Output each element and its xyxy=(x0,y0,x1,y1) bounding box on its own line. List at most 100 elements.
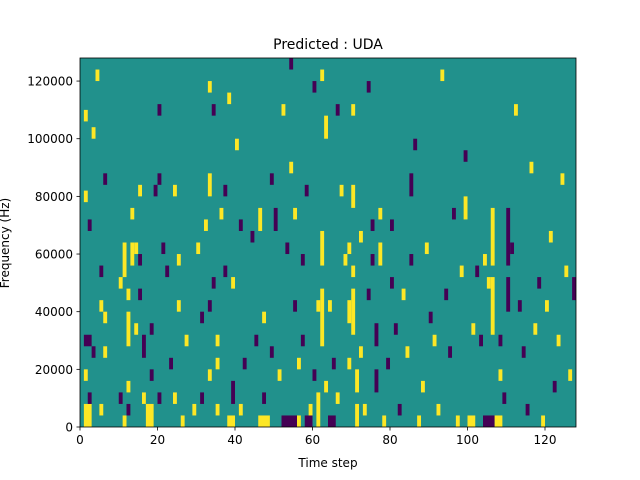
heatmap-cell xyxy=(436,403,441,416)
heatmap-cell xyxy=(103,311,108,324)
heatmap-cell xyxy=(444,288,449,301)
heatmap-cell xyxy=(564,265,569,278)
heatmap-cell xyxy=(126,311,131,347)
heatmap-cell xyxy=(300,334,305,347)
heatmap-cell xyxy=(490,277,495,335)
heatmap-cell xyxy=(269,346,274,358)
heatmap-cell xyxy=(308,403,313,416)
heatmap-cell xyxy=(281,415,297,427)
heatmap-cell xyxy=(262,392,267,404)
x-tick-label: 40 xyxy=(227,433,242,447)
heatmap-cell xyxy=(207,81,212,93)
x-tick-label: 80 xyxy=(382,433,397,447)
heatmap-cell xyxy=(537,277,542,289)
heatmap-cell xyxy=(409,173,414,197)
heatmap-cell xyxy=(242,357,247,370)
y-tick-label: 80000 xyxy=(35,190,73,204)
y-tick-label: 120000 xyxy=(27,75,73,89)
heatmap-cell xyxy=(227,92,232,105)
heatmap-cell xyxy=(335,392,340,404)
heatmap-cell xyxy=(409,254,414,266)
heatmap-cell xyxy=(304,415,313,427)
heatmap-cell xyxy=(405,346,410,358)
heatmap-cell xyxy=(215,334,220,347)
heatmap-cell xyxy=(560,173,565,185)
heatmap-cell xyxy=(401,288,406,301)
heatmap-cell xyxy=(180,415,185,427)
heatmap-cell xyxy=(196,242,201,255)
heatmap-cell xyxy=(359,346,363,358)
heatmap-cell xyxy=(459,265,464,278)
heatmap-cell xyxy=(223,265,228,278)
heatmap-cell xyxy=(103,173,108,185)
heatmap-cell xyxy=(545,300,549,312)
x-tick-label: 120 xyxy=(534,433,557,447)
heatmap-cell xyxy=(572,277,577,301)
heatmap-cell xyxy=(347,242,352,255)
heatmap-cell xyxy=(157,392,162,404)
heatmap-cell xyxy=(370,254,375,266)
heatmap-cell xyxy=(351,288,356,335)
heatmap-cell xyxy=(413,138,418,151)
heatmap-cell xyxy=(138,254,143,266)
heatmap-cell xyxy=(231,380,236,404)
heatmap-cell xyxy=(335,104,340,116)
heatmap-cell xyxy=(521,346,526,358)
heatmap-cell xyxy=(331,357,336,370)
heatmap-cell xyxy=(502,392,507,404)
y-axis: 0 20000 40000 60000 80000 100000 120000 xyxy=(27,75,80,435)
heatmap-cell xyxy=(328,300,332,312)
heatmap-cell xyxy=(99,403,104,416)
heatmap-cell xyxy=(149,369,154,381)
heatmap-cell xyxy=(475,265,480,278)
heatmap-cell xyxy=(157,104,162,116)
heatmap-cell xyxy=(374,369,379,393)
heatmap-cell xyxy=(83,369,88,381)
heatmap-cell xyxy=(258,207,263,231)
heatmap-cell xyxy=(440,69,445,82)
heatmap-cell xyxy=(83,109,88,122)
heatmap-cell xyxy=(366,288,371,301)
heatmap-cell xyxy=(421,380,425,393)
heatmap-cell xyxy=(351,104,356,116)
heatmap-cell xyxy=(250,230,255,243)
heatmap-cell xyxy=(83,190,88,203)
heatmap-cell xyxy=(312,369,317,381)
heatmap-cell xyxy=(273,207,278,231)
heatmap-cell xyxy=(184,334,189,347)
heatmap-cell xyxy=(506,277,511,312)
heatmap-cell xyxy=(362,403,367,416)
heatmap-cell xyxy=(393,323,398,335)
heatmap-cell xyxy=(269,173,274,185)
heatmap-cell xyxy=(289,161,294,174)
heatmap-cell xyxy=(215,357,220,370)
heatmap-cell xyxy=(91,346,96,358)
heatmap-cell xyxy=(126,380,131,393)
heatmap-cell xyxy=(510,242,515,255)
heatmap-cell xyxy=(506,207,511,266)
heatmap-cell xyxy=(204,219,208,231)
heatmap-cell xyxy=(366,81,371,93)
heatmap-cell xyxy=(297,415,301,427)
heatmap-cell xyxy=(142,334,146,358)
heatmap-cell xyxy=(320,288,325,347)
heatmap-cell xyxy=(211,104,216,116)
heatmap-cell xyxy=(452,207,456,220)
heatmap-cell xyxy=(118,277,123,289)
heatmap-cell xyxy=(169,357,174,370)
x-axis-label: Time step xyxy=(297,456,357,470)
heatmap-cell xyxy=(149,323,154,335)
heatmap-cell xyxy=(138,288,143,301)
heatmap-cell xyxy=(347,357,352,370)
heatmap-cell xyxy=(157,173,162,185)
heatmap-cell xyxy=(165,265,170,278)
heatmap-cell xyxy=(490,207,495,266)
heatmap-cell xyxy=(552,380,557,393)
heatmap-cell xyxy=(390,219,394,231)
heatmap-cell xyxy=(498,334,503,347)
heatmap-cell xyxy=(514,104,518,116)
plot-area xyxy=(79,57,577,428)
heatmap-cell xyxy=(297,357,301,370)
heatmap-cell xyxy=(91,127,96,139)
